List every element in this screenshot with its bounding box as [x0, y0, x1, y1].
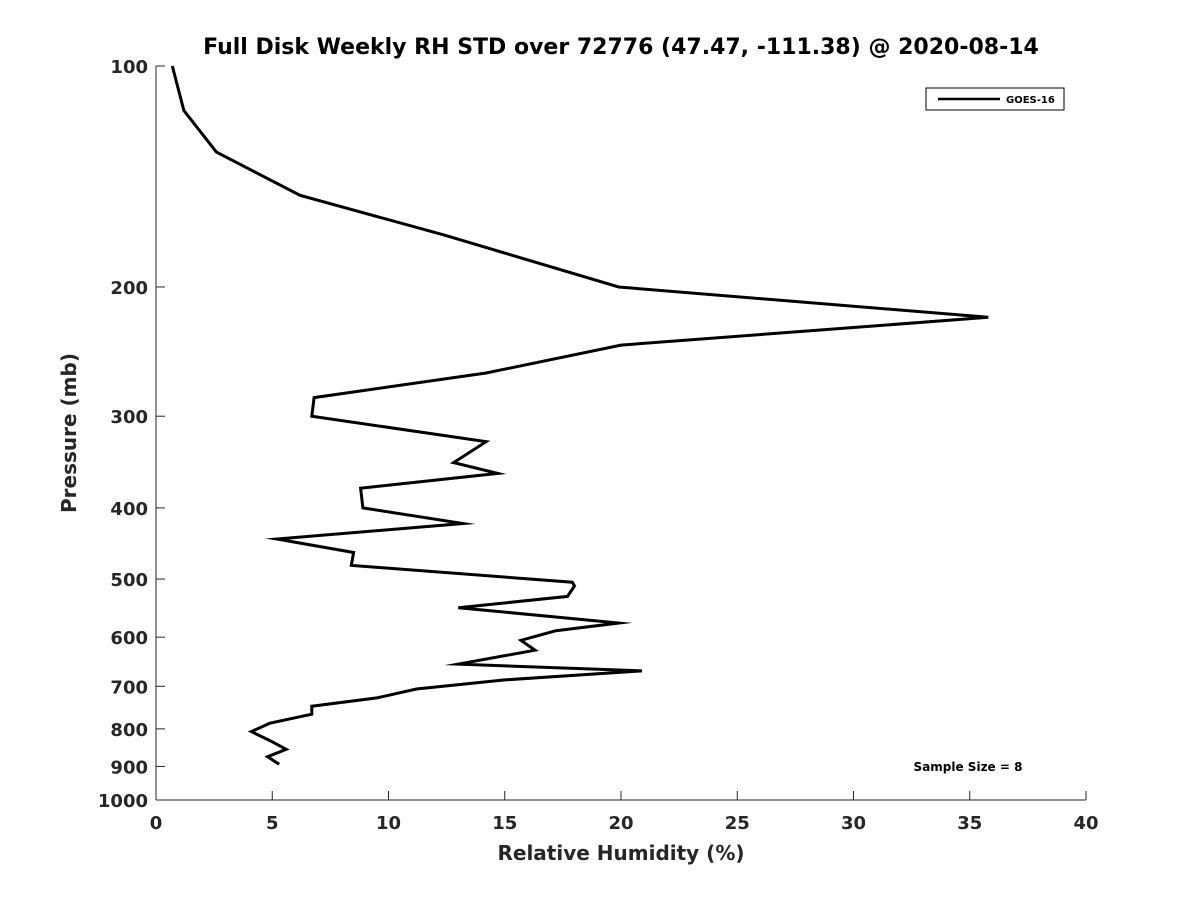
y-axis-ticks: 100 200 300 400 500 600 700 800 900 1000: [98, 57, 165, 812]
legend-label-goes-16: GOES-16: [1006, 95, 1055, 106]
x-tick-label: 15: [492, 813, 517, 834]
x-axis-ticks: 0 5 10 15 20 25 30 35 40: [150, 791, 1099, 834]
y-tick-label: 700: [110, 677, 148, 698]
x-tick-label: 20: [608, 813, 633, 834]
y-tick-label: 200: [110, 278, 148, 299]
y-tick-label: 900: [110, 757, 148, 778]
x-tick-label: 40: [1073, 813, 1098, 834]
legend: GOES-16: [925, 87, 1065, 111]
y-tick-label: 600: [110, 628, 148, 649]
x-axis-label: Relative Humidity (%): [497, 841, 744, 865]
y-axis-label: Pressure (mb): [57, 353, 81, 513]
chart-title: Full Disk Weekly RH STD over 72776 (47.4…: [203, 35, 1039, 60]
x-tick-label: 35: [957, 813, 982, 834]
series-line-goes-16: [170, 65, 989, 766]
y-tick-label: 400: [110, 499, 148, 520]
x-tick-label: 30: [841, 813, 866, 834]
x-tick-label: 5: [266, 813, 279, 834]
y-tick-label: 100: [110, 57, 148, 78]
sample-size-annotation: Sample Size = 8: [914, 760, 1023, 774]
y-tick-label: 800: [110, 720, 148, 741]
x-tick-label: 25: [725, 813, 750, 834]
y-tick-label: 300: [110, 407, 148, 428]
x-tick-label: 0: [150, 813, 163, 834]
axes: [155, 66, 1086, 801]
x-tick-label: 10: [376, 813, 401, 834]
series-lines: [170, 65, 989, 766]
y-tick-label: 500: [110, 570, 148, 591]
y-tick-label: 1000: [98, 791, 148, 812]
